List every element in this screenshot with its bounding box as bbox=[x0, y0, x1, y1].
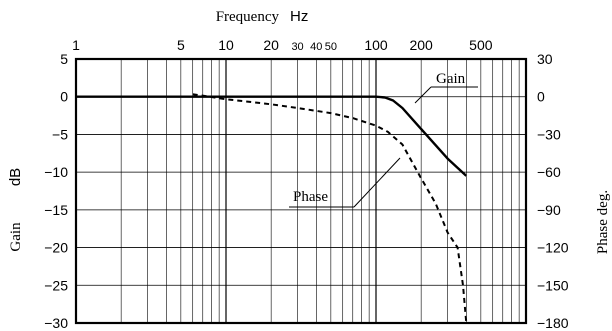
phase-label-leader bbox=[353, 157, 401, 208]
x-tick-label: 40 bbox=[310, 41, 322, 53]
left-axis-tick-labels: 5 0 −5 −10 −15 −20 −25 −30 bbox=[44, 51, 68, 331]
phase-curve bbox=[192, 93, 468, 324]
gain-label-leader bbox=[414, 86, 432, 104]
x-tick-label: 50 bbox=[325, 41, 337, 53]
right-tick-label: −180 bbox=[537, 315, 569, 331]
x-tick-label: 10 bbox=[218, 37, 234, 53]
phase-series-label: Phase bbox=[293, 189, 328, 205]
x-tick-label: 500 bbox=[469, 37, 493, 53]
x-tick-label: 100 bbox=[364, 37, 388, 53]
x-tick-label: 200 bbox=[409, 37, 433, 53]
right-tick-label: −30 bbox=[537, 126, 561, 142]
right-tick-label: −150 bbox=[537, 277, 569, 293]
x-axis-title-word: Frequency bbox=[216, 9, 280, 25]
x-tick-label: 20 bbox=[263, 37, 279, 53]
left-tick-label: −30 bbox=[44, 315, 68, 331]
right-axis-tick-labels: 30 0 −30 −60 −90 −120 −150 −180 bbox=[537, 51, 569, 331]
left-tick-label: −10 bbox=[44, 164, 68, 180]
right-axis-title: Phase deg. bbox=[595, 190, 611, 254]
left-tick-label: 5 bbox=[60, 51, 68, 67]
x-axis-title-unit: Hz bbox=[290, 8, 308, 25]
left-axis-title-word: Gain bbox=[8, 222, 24, 252]
gain-series-label: Gain bbox=[436, 71, 466, 87]
left-tick-label: −5 bbox=[52, 126, 68, 142]
plot-grid bbox=[74, 57, 528, 325]
x-tick-label: 30 bbox=[291, 41, 303, 53]
x-tick-label: 5 bbox=[177, 37, 185, 53]
right-tick-label: −120 bbox=[537, 240, 569, 256]
x-tick-labels: 1 5 10 20 30 40 50 100 200 500 bbox=[72, 37, 493, 53]
gain-curve bbox=[76, 95, 468, 177]
data-series bbox=[76, 93, 468, 324]
plot-frame bbox=[74, 57, 528, 325]
left-tick-label: −15 bbox=[44, 202, 68, 218]
right-tick-label: −60 bbox=[537, 164, 561, 180]
left-axis-title-unit: dB bbox=[7, 168, 24, 186]
left-tick-label: −25 bbox=[44, 277, 68, 293]
right-tick-label: −90 bbox=[537, 202, 561, 218]
right-tick-label: 0 bbox=[537, 89, 545, 105]
right-tick-label: 30 bbox=[537, 51, 553, 67]
left-tick-label: 0 bbox=[60, 89, 68, 105]
x-tick-label: 1 bbox=[72, 37, 80, 53]
left-tick-label: −20 bbox=[44, 240, 68, 256]
